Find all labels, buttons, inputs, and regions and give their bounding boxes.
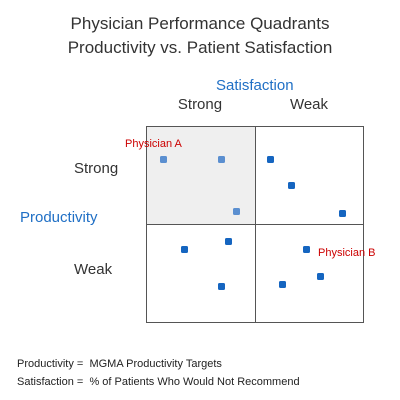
data-points [160,156,346,290]
y-axis-title: Productivity [20,209,98,226]
footnote-satisfaction: Satisfaction = % of Patients Who Would N… [17,376,300,388]
footnote-productivity: Productivity = MGMA Productivity Targets [17,358,222,370]
data-point [218,156,225,163]
chart-title-line2: Productivity vs. Patient Satisfaction [67,38,333,57]
col-label-strong: Strong [177,96,223,113]
chart-title-line1: Physician Performance Quadrants [70,14,330,33]
row-label-strong: Strong [74,160,119,177]
data-point [317,273,324,280]
annotation-physician-a: Physician A [125,138,183,150]
quadrant-grid [146,126,364,323]
x-axis-title: Satisfaction [216,77,294,94]
data-point [181,246,188,253]
data-point [160,156,167,163]
data-point [267,156,274,163]
highlighted-quadrant [146,126,255,224]
data-point [279,281,286,288]
data-point [288,182,295,189]
annotation-physician-b: Physician B [318,247,375,259]
data-point [303,246,310,253]
data-point [233,208,240,215]
data-point [218,283,225,290]
row-label-weak: Weak [74,261,113,278]
data-point [339,210,346,217]
col-label-weak: Weak [289,96,329,113]
data-point [225,238,232,245]
